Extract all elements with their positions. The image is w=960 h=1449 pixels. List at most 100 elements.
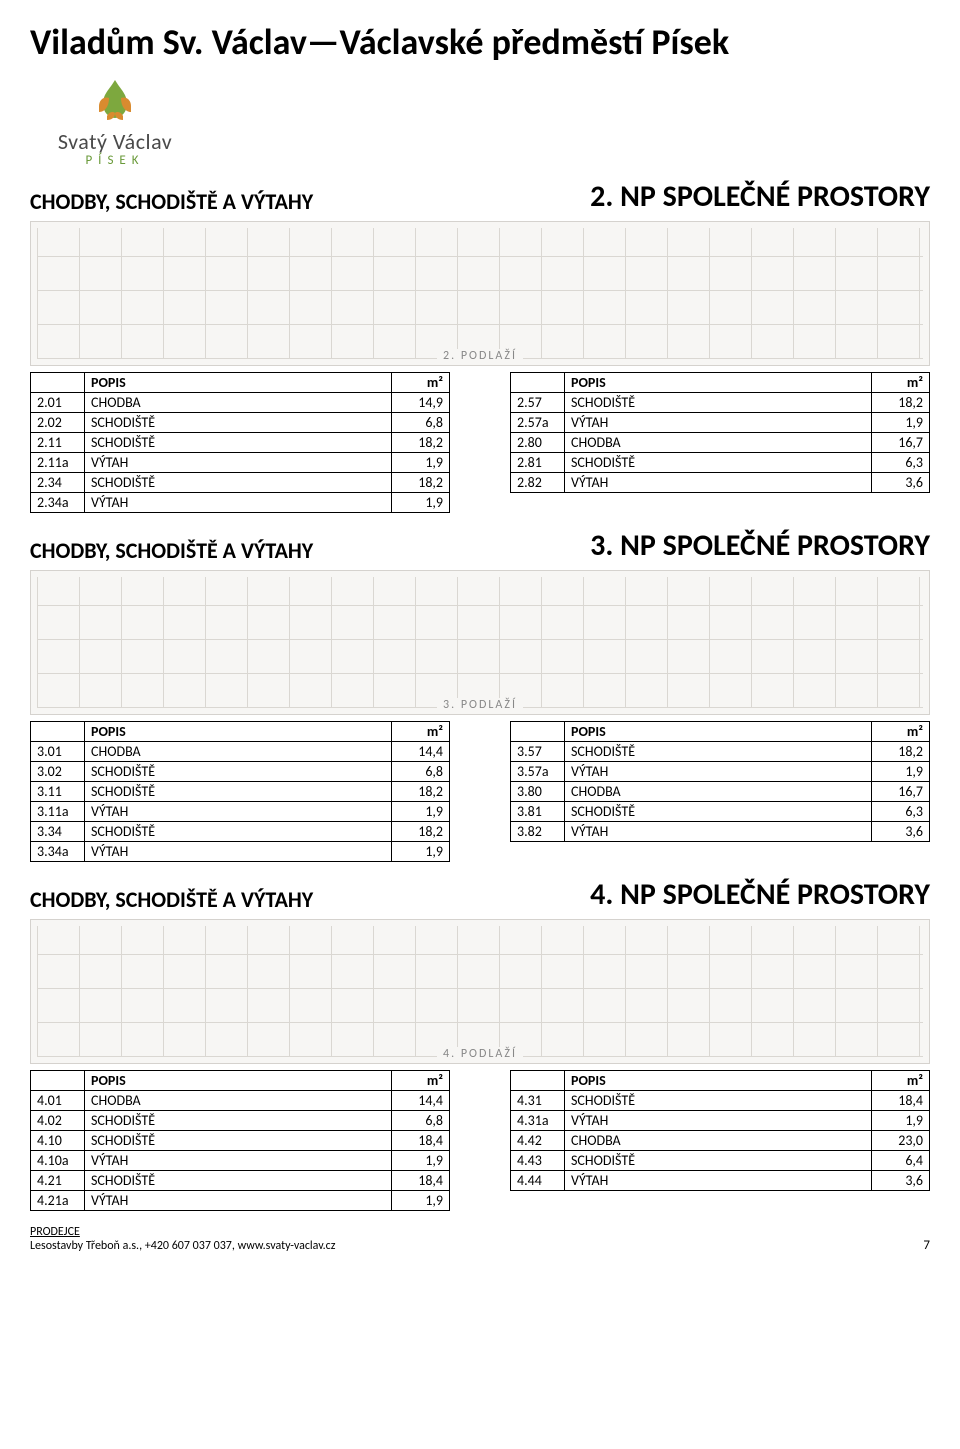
table-cell: 1,9 [392, 453, 450, 473]
table-cell: 6,8 [392, 1111, 450, 1131]
table-cell: SCHODIŠTĚ [85, 782, 392, 802]
table-cell: SCHODIŠTĚ [85, 1131, 392, 1151]
table-row: 3.80CHODBA16,7 [511, 782, 930, 802]
table-row: 2.11SCHODIŠTĚ18,2 [31, 433, 450, 453]
table-cell: 1,9 [392, 842, 450, 862]
table-cell: SCHODIŠTĚ [565, 393, 872, 413]
table-row: 3.34aVÝTAH1,9 [31, 842, 450, 862]
table-cell: CHODBA [565, 782, 872, 802]
table-row: 2.80CHODBA16,7 [511, 433, 930, 453]
spec-table-right: POPISm²3.57SCHODIŠTĚ18,23.57aVÝTAH1,93.8… [510, 721, 930, 842]
table-cell: 3,6 [872, 473, 930, 493]
table-row: 2.81SCHODIŠTĚ6,3 [511, 453, 930, 473]
table-cell: VÝTAH [565, 1171, 872, 1191]
table-cell: 6,3 [872, 453, 930, 473]
table-cell: 1,9 [392, 1151, 450, 1171]
page-number: 7 [923, 1238, 930, 1253]
table-row: 4.21SCHODIŠTĚ18,4 [31, 1171, 450, 1191]
footer-seller-label: PRODEJCE [30, 1225, 335, 1239]
logo: Svatý Václav PÍSEK [30, 76, 200, 168]
table-cell: 2.34 [31, 473, 85, 493]
table-row: 4.21aVÝTAH1,9 [31, 1191, 450, 1211]
table-row: 2.01CHODBA14,9 [31, 393, 450, 413]
table-cell: VÝTAH [565, 1111, 872, 1131]
floorplan-caption: 3. PODLAŽÍ [437, 698, 523, 712]
floorplan-caption: 2. PODLAŽÍ [437, 349, 523, 363]
table-cell: 18,4 [392, 1171, 450, 1191]
table-cell: 2.11a [31, 453, 85, 473]
table-cell: 4.31a [511, 1111, 565, 1131]
table-cell: VÝTAH [565, 413, 872, 433]
table-cell: 4.21a [31, 1191, 85, 1211]
table-cell: SCHODIŠTĚ [85, 822, 392, 842]
table-cell: 3.01 [31, 742, 85, 762]
table-cell: 2.80 [511, 433, 565, 453]
table-header-cell: m² [872, 1071, 930, 1091]
table-cell: 6,3 [872, 802, 930, 822]
spec-table-left: POPISm²2.01CHODBA14,92.02SCHODIŠTĚ6,82.1… [30, 372, 450, 513]
table-cell: CHODBA [85, 1091, 392, 1111]
table-cell: 6,8 [392, 413, 450, 433]
table-cell: 14,4 [392, 742, 450, 762]
table-row: 4.42CHODBA23,0 [511, 1131, 930, 1151]
floorplan-image: 4. PODLAŽÍ [30, 919, 930, 1064]
spec-table-right: POPISm²2.57SCHODIŠTĚ18,22.57aVÝTAH1,92.8… [510, 372, 930, 493]
table-header-cell [511, 373, 565, 393]
page-title: Viladům Sv. Václav—Václavské předměstí P… [30, 20, 930, 64]
table-cell: 3,6 [872, 822, 930, 842]
table-header-cell [31, 373, 85, 393]
table-cell: 1,9 [392, 493, 450, 513]
table-cell: 18,4 [872, 1091, 930, 1111]
table-cell: VÝTAH [85, 802, 392, 822]
table-header-cell: m² [872, 722, 930, 742]
table-header-cell: POPIS [565, 373, 872, 393]
table-cell: SCHODIŠTĚ [85, 762, 392, 782]
table-row: 2.57aVÝTAH1,9 [511, 413, 930, 433]
table-cell: 18,2 [392, 473, 450, 493]
table-row: 4.31SCHODIŠTĚ18,4 [511, 1091, 930, 1111]
table-cell: 3.34a [31, 842, 85, 862]
table-row: 2.34aVÝTAH1,9 [31, 493, 450, 513]
table-row: 2.11aVÝTAH1,9 [31, 453, 450, 473]
table-header-cell: m² [392, 373, 450, 393]
floorplan-image: 2. PODLAŽÍ [30, 221, 930, 366]
table-row: 3.11SCHODIŠTĚ18,2 [31, 782, 450, 802]
floor-section: CHODBY, SCHODIŠTĚ A VÝTAHY4. NP SPOLEČNÉ… [30, 876, 930, 1211]
table-cell: SCHODIŠTĚ [85, 413, 392, 433]
table-cell: 4.44 [511, 1171, 565, 1191]
table-cell: 2.81 [511, 453, 565, 473]
table-row: 3.02SCHODIŠTĚ6,8 [31, 762, 450, 782]
table-cell: 18,2 [392, 822, 450, 842]
table-cell: 4.21 [31, 1171, 85, 1191]
table-row: 3.57SCHODIŠTĚ18,2 [511, 742, 930, 762]
table-row: 2.02SCHODIŠTĚ6,8 [31, 413, 450, 433]
section-left-label: CHODBY, SCHODIŠTĚ A VÝTAHY [30, 188, 313, 215]
table-cell: 14,9 [392, 393, 450, 413]
table-cell: VÝTAH [85, 842, 392, 862]
logo-icon [30, 76, 200, 124]
table-cell: 16,7 [872, 433, 930, 453]
table-cell: VÝTAH [85, 493, 392, 513]
table-cell: 4.10 [31, 1131, 85, 1151]
table-header-cell: POPIS [85, 1071, 392, 1091]
section-right-heading: 3. NP SPOLEČNÉ PROSTORY [590, 527, 930, 564]
table-cell: CHODBA [85, 742, 392, 762]
table-row: 4.10SCHODIŠTĚ18,4 [31, 1131, 450, 1151]
table-row: 3.01CHODBA14,4 [31, 742, 450, 762]
table-cell: 14,4 [392, 1091, 450, 1111]
table-row: 3.11aVÝTAH1,9 [31, 802, 450, 822]
table-cell: 18,2 [392, 433, 450, 453]
table-cell: SCHODIŠTĚ [85, 1111, 392, 1131]
table-header-cell: m² [392, 1071, 450, 1091]
table-header-cell: m² [872, 373, 930, 393]
table-cell: 6,8 [392, 762, 450, 782]
table-cell: 2.02 [31, 413, 85, 433]
table-cell: CHODBA [565, 1131, 872, 1151]
table-cell: 6,4 [872, 1151, 930, 1171]
floorplan-image: 3. PODLAŽÍ [30, 570, 930, 715]
table-cell: 3.57 [511, 742, 565, 762]
table-cell: CHODBA [85, 393, 392, 413]
table-cell: 4.43 [511, 1151, 565, 1171]
table-row: 2.34SCHODIŠTĚ18,2 [31, 473, 450, 493]
table-cell: 1,9 [872, 1111, 930, 1131]
